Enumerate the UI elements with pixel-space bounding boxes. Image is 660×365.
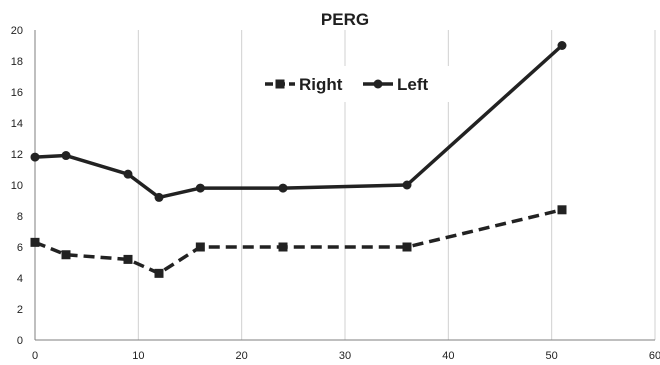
legend: Right Left <box>252 66 450 102</box>
axis-layer: 0 2 4 6 8 10 12 14 16 18 20 0 10 20 30 40 50 60 <box>11 25 660 362</box>
x-tick-label: 50 <box>546 350 558 362</box>
series-line-right <box>34 208 563 276</box>
data-point-right <box>278 242 288 252</box>
data-point-right <box>195 242 205 252</box>
y-tick-label: 20 <box>11 25 23 37</box>
x-tick-label: 40 <box>442 350 454 362</box>
data-point-left <box>154 192 164 202</box>
y-tick-label: 18 <box>11 56 23 68</box>
y-tick-label: 6 <box>17 242 23 254</box>
legend-label-left: Left <box>397 75 429 94</box>
data-point-right <box>61 250 71 260</box>
legend-marker-right <box>275 79 285 89</box>
x-tick-label: 30 <box>339 350 351 362</box>
data-point-left <box>557 41 567 50</box>
legend-label-right: Right <box>299 75 343 94</box>
x-tick-label: 20 <box>236 350 248 362</box>
series-line-left <box>34 44 564 200</box>
x-tick-label: 0 <box>32 350 38 362</box>
y-tick-label: 10 <box>11 180 23 192</box>
data-point-right <box>154 268 164 278</box>
data-point-left <box>402 180 412 190</box>
y-tick-label: 16 <box>11 87 23 99</box>
data-point-left <box>278 183 288 193</box>
y-tick-label: 14 <box>11 118 23 130</box>
data-point-left <box>30 152 40 162</box>
chart-title: PERG <box>321 10 369 29</box>
y-tick-label: 12 <box>11 149 23 161</box>
data-point-left <box>195 183 205 193</box>
y-tick-label: 2 <box>17 304 23 316</box>
data-point-right <box>123 254 133 264</box>
x-tick-label: 60 <box>649 350 660 362</box>
legend-marker-left <box>373 79 383 89</box>
data-point-right <box>557 205 567 215</box>
y-tick-label: 8 <box>17 211 23 223</box>
data-point-left <box>123 169 133 179</box>
data-point-left <box>61 151 71 161</box>
y-tick-label: 4 <box>17 273 23 285</box>
data-point-right <box>30 237 40 247</box>
y-tick-label: 0 <box>17 335 23 347</box>
series-layer <box>30 41 567 278</box>
data-point-right <box>402 242 412 252</box>
x-tick-label: 10 <box>132 350 144 362</box>
